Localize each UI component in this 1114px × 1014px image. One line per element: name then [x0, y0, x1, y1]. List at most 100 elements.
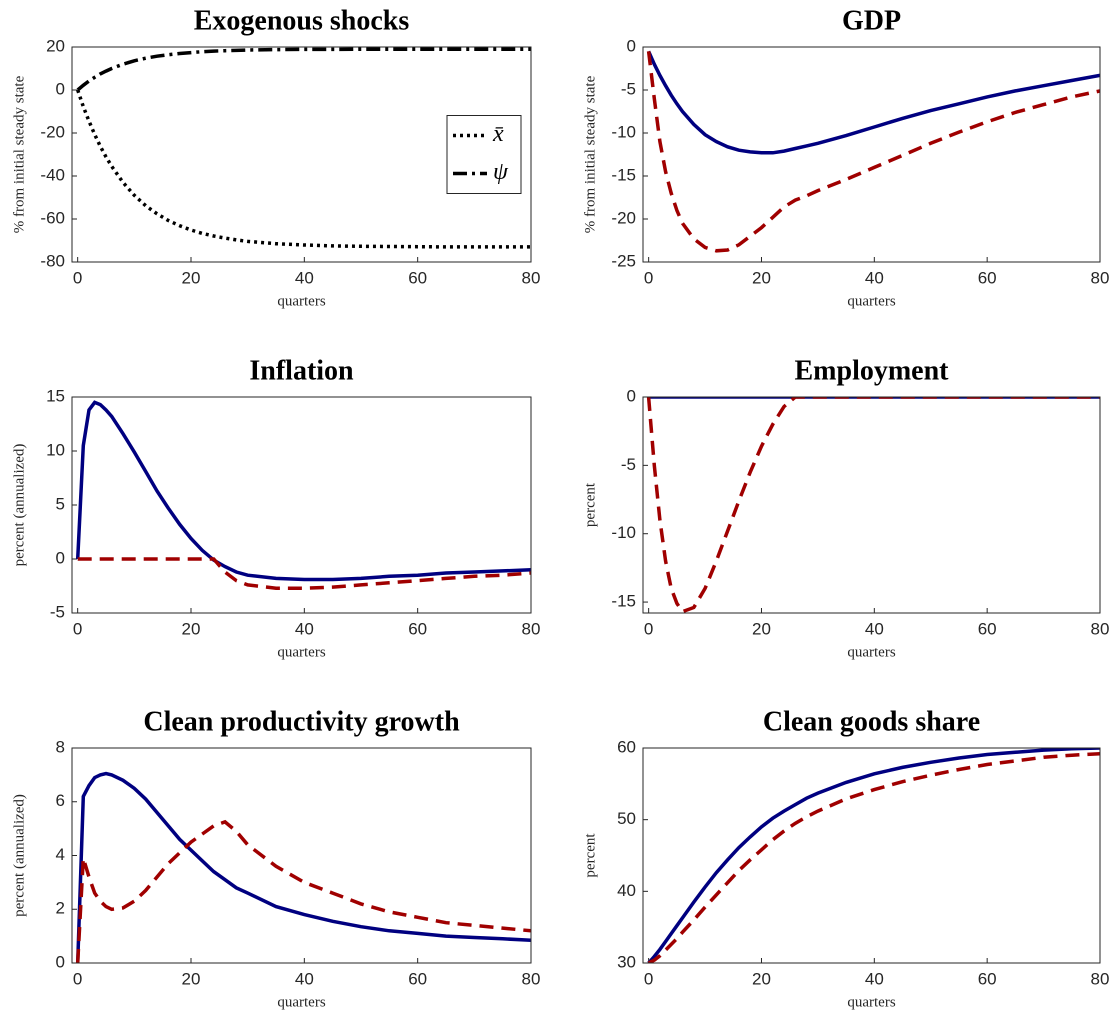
x-tick-label: 40	[295, 619, 314, 638]
panel-title: Inflation	[249, 355, 354, 386]
x-tick-label: 0	[73, 268, 82, 287]
panel-title: Clean productivity growth	[143, 706, 460, 737]
series-line	[646, 50, 1100, 155]
y-tick-label: 60	[617, 737, 636, 756]
x-tick-label: 0	[644, 619, 653, 638]
x-axis-label: quarters	[847, 293, 895, 309]
x-tick-label: 40	[865, 268, 884, 287]
y-tick-label: -20	[40, 122, 65, 141]
axes-box	[642, 46, 1101, 263]
axes-box	[642, 747, 1101, 964]
x-axis-label: quarters	[847, 994, 895, 1010]
y-tick-label: -5	[621, 79, 636, 98]
x-tick-label: 0	[73, 619, 82, 638]
y-tick-label: -25	[611, 251, 636, 270]
x-tick-label: 60	[408, 619, 427, 638]
y-tick-label: 0	[56, 952, 65, 971]
y-axis-label: % from initial steady state	[11, 75, 27, 233]
x-tick-label: 20	[182, 969, 201, 988]
x-axis-label: quarters	[277, 994, 325, 1010]
y-tick-label: -60	[40, 208, 65, 227]
y-tick-label: 0	[627, 36, 636, 55]
plot-area	[647, 748, 1100, 963]
x-tick-label: 80	[522, 619, 541, 638]
y-tick-label: -80	[40, 251, 65, 270]
x-tick-label: 80	[1091, 268, 1110, 287]
y-tick-label: -15	[611, 592, 636, 611]
y-tick-label: 30	[617, 952, 636, 971]
x-tick-label: 80	[522, 268, 541, 287]
x-axis-label: quarters	[847, 644, 895, 660]
series-line	[77, 557, 531, 590]
y-tick-label: 15	[46, 386, 65, 405]
x-tick-label: 60	[978, 969, 997, 988]
panel-title: GDP	[842, 5, 901, 36]
x-tick-label: 80	[1091, 619, 1110, 638]
y-tick-label: 0	[56, 548, 65, 567]
x-axis-label: quarters	[277, 293, 325, 309]
x-tick-label: 60	[978, 619, 997, 638]
series-line	[75, 771, 531, 963]
x-tick-label: 40	[865, 969, 884, 988]
legend-box	[446, 115, 522, 194]
x-tick-label: 80	[522, 969, 541, 988]
panel-title: Clean goods share	[763, 706, 980, 737]
axes-box	[642, 396, 1101, 614]
plot-area	[646, 50, 1100, 253]
y-tick-label: -10	[611, 523, 636, 542]
x-tick-label: 40	[865, 619, 884, 638]
legend-label: ψ	[493, 159, 509, 185]
y-tick-label: -40	[40, 165, 65, 184]
x-tick-label: 60	[408, 969, 427, 988]
axes-box	[71, 396, 532, 614]
panel-title: Exogenous shocks	[194, 5, 410, 36]
y-tick-label: -15	[611, 165, 636, 184]
y-tick-label: 0	[627, 386, 636, 405]
plot-area	[76, 47, 531, 249]
plot-area	[75, 400, 531, 590]
x-tick-label: 40	[295, 969, 314, 988]
plot-area	[646, 397, 1100, 613]
x-tick-label: 0	[644, 268, 653, 287]
panel-title: Employment	[795, 355, 950, 386]
series-line	[76, 47, 531, 92]
series-line	[75, 819, 531, 963]
x-axis-label: quarters	[277, 644, 325, 660]
y-tick-label: 20	[46, 36, 65, 55]
x-tick-label: 20	[752, 268, 771, 287]
series-line	[647, 748, 1100, 963]
legend-label: x̄	[492, 121, 504, 147]
plot-area	[75, 771, 531, 963]
axes-box	[71, 747, 532, 964]
y-tick-label: 8	[56, 737, 65, 756]
y-axis-label: percent	[582, 482, 598, 527]
y-tick-label: 6	[56, 791, 65, 810]
y-axis-label: percent	[582, 833, 598, 878]
y-tick-label: -20	[611, 208, 636, 227]
y-tick-label: -5	[50, 602, 65, 621]
y-tick-label: 2	[56, 899, 65, 918]
series-line	[75, 400, 531, 582]
series-line	[646, 397, 1100, 613]
y-tick-label: 5	[56, 494, 65, 513]
series-line	[647, 751, 1100, 963]
x-tick-label: 20	[752, 619, 771, 638]
x-tick-label: 60	[408, 268, 427, 287]
y-axis-label: percent (annualized)	[11, 444, 27, 567]
y-tick-label: 40	[617, 881, 636, 900]
y-tick-label: 0	[56, 79, 65, 98]
y-tick-label: -10	[611, 122, 636, 141]
y-tick-label: 10	[46, 440, 65, 459]
series-line	[646, 51, 1100, 253]
y-tick-label: 4	[56, 845, 65, 864]
x-tick-label: 0	[73, 969, 82, 988]
axes-box	[71, 46, 532, 263]
x-tick-label: 20	[182, 619, 201, 638]
x-tick-label: 40	[295, 268, 314, 287]
y-tick-label: 50	[617, 809, 636, 828]
y-axis-label: % from initial steady state	[582, 75, 598, 233]
x-tick-label: 20	[752, 969, 771, 988]
x-tick-label: 0	[644, 969, 653, 988]
y-tick-label: -5	[621, 455, 636, 474]
